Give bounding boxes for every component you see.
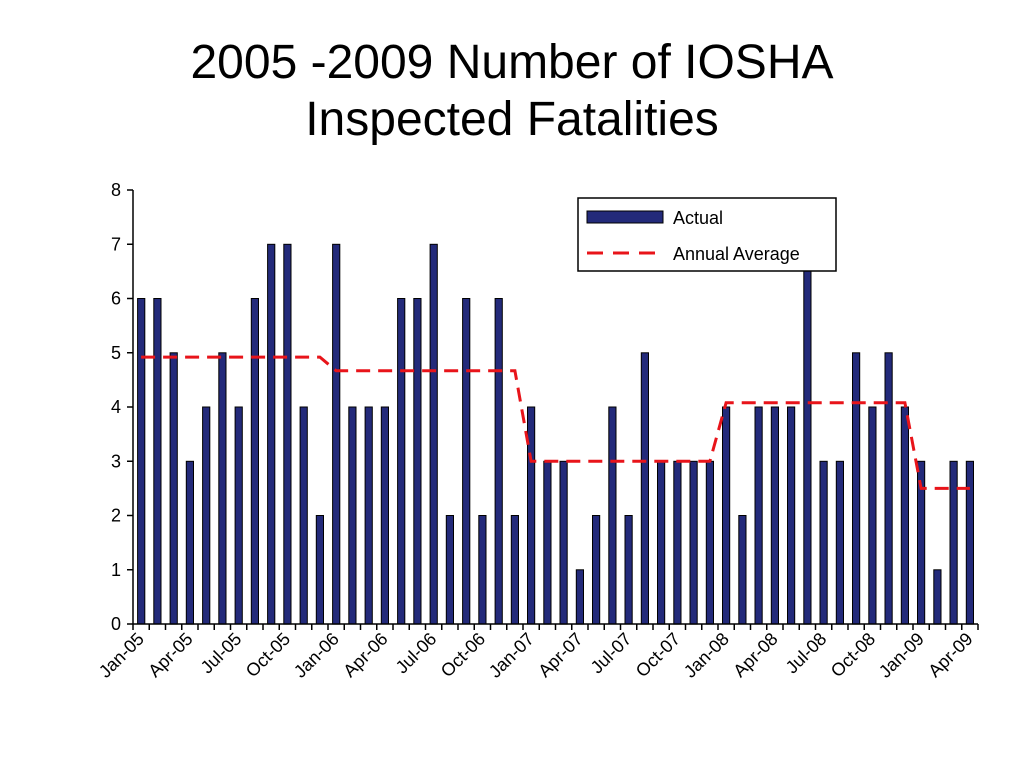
bar	[137, 298, 146, 625]
bar	[153, 298, 162, 625]
y-tick-label: 3	[111, 451, 121, 471]
bar	[933, 569, 942, 625]
bar	[267, 243, 276, 625]
bar	[770, 406, 779, 625]
x-tick-label: Apr-05	[144, 629, 196, 681]
legend-label-actual: Actual	[673, 208, 723, 228]
bar	[543, 460, 552, 625]
bar	[657, 460, 666, 625]
bar	[299, 406, 308, 625]
bar	[640, 352, 649, 625]
bar	[819, 460, 828, 625]
bar	[250, 298, 260, 625]
x-tick-label: Jul-05	[197, 629, 246, 678]
bar	[364, 406, 373, 625]
bar	[965, 460, 974, 625]
bar	[754, 406, 763, 625]
bar	[592, 515, 601, 625]
bar	[559, 460, 568, 625]
bar	[380, 406, 389, 625]
y-tick-label: 6	[111, 289, 121, 309]
bar	[673, 460, 682, 625]
bar	[852, 352, 861, 625]
legend-swatch-actual	[586, 210, 664, 224]
chart-title-line-2: Inspected Fatalities	[305, 93, 719, 146]
y-tick-label: 1	[111, 560, 121, 580]
x-tick-label: Jul-06	[392, 629, 441, 678]
y-tick-label: 4	[111, 397, 121, 417]
bar	[884, 352, 893, 625]
x-tick-label: Jan-06	[290, 629, 343, 682]
bar	[608, 406, 617, 625]
chart-title-line-1: 2005 -2009 Number of IOSHA	[190, 36, 834, 89]
bar-series	[137, 243, 974, 625]
bar	[624, 515, 633, 625]
x-tick-label: Jul-08	[782, 629, 831, 678]
bar	[510, 515, 519, 625]
bar	[413, 298, 422, 625]
bar	[868, 406, 877, 625]
bar	[185, 460, 195, 625]
bar	[332, 243, 341, 625]
bar	[787, 406, 796, 625]
bar	[283, 243, 292, 625]
x-tick-label: Jan-09	[875, 629, 928, 682]
x-tick-label: Jan-05	[95, 629, 148, 682]
bar	[803, 243, 812, 625]
bar	[429, 243, 438, 625]
y-tick-label: 7	[111, 234, 121, 254]
x-tick-label: Jul-07	[587, 629, 636, 678]
legend-label-average: Annual Average	[673, 244, 800, 264]
y-tick-label: 0	[111, 614, 121, 634]
bar	[705, 460, 714, 625]
bar	[835, 460, 844, 625]
bar	[315, 515, 324, 625]
bar	[234, 406, 243, 625]
average-line-series	[141, 355, 970, 490]
y-tick-label: 2	[111, 506, 121, 526]
bar	[722, 406, 731, 625]
x-tick-label: Jan-07	[485, 629, 538, 682]
bar	[738, 515, 747, 625]
x-tick-label: Oct-05	[242, 629, 294, 681]
bar	[900, 406, 909, 625]
x-tick-label: Apr-06	[339, 629, 391, 681]
x-tick-label: Apr-08	[729, 629, 781, 681]
x-tick-label: Oct-07	[632, 629, 684, 681]
y-tick-label: 5	[111, 343, 121, 363]
x-tick-label: Oct-08	[827, 629, 879, 681]
bar	[445, 515, 454, 625]
bar	[575, 569, 584, 625]
x-tick-label: Apr-07	[534, 629, 586, 681]
legend-box	[577, 197, 837, 272]
bar	[949, 460, 958, 625]
legend: Actual Annual Average	[577, 197, 837, 272]
bar	[689, 460, 698, 625]
bar	[494, 298, 503, 625]
bar	[397, 298, 406, 625]
bar	[169, 352, 178, 625]
bar	[218, 352, 227, 625]
chart-title: 2005 -2009 Number of IOSHA Inspected Fat…	[0, 34, 1024, 148]
annual-average-line	[141, 355, 970, 490]
x-tick-label: Apr-09	[924, 629, 976, 681]
x-tick-label: Jan-08	[680, 629, 733, 682]
bar	[348, 406, 357, 625]
x-tick-label: Oct-06	[437, 629, 489, 681]
bar	[462, 298, 471, 625]
bar	[202, 406, 211, 625]
y-tick-label: 8	[111, 180, 121, 200]
bar	[478, 515, 487, 625]
